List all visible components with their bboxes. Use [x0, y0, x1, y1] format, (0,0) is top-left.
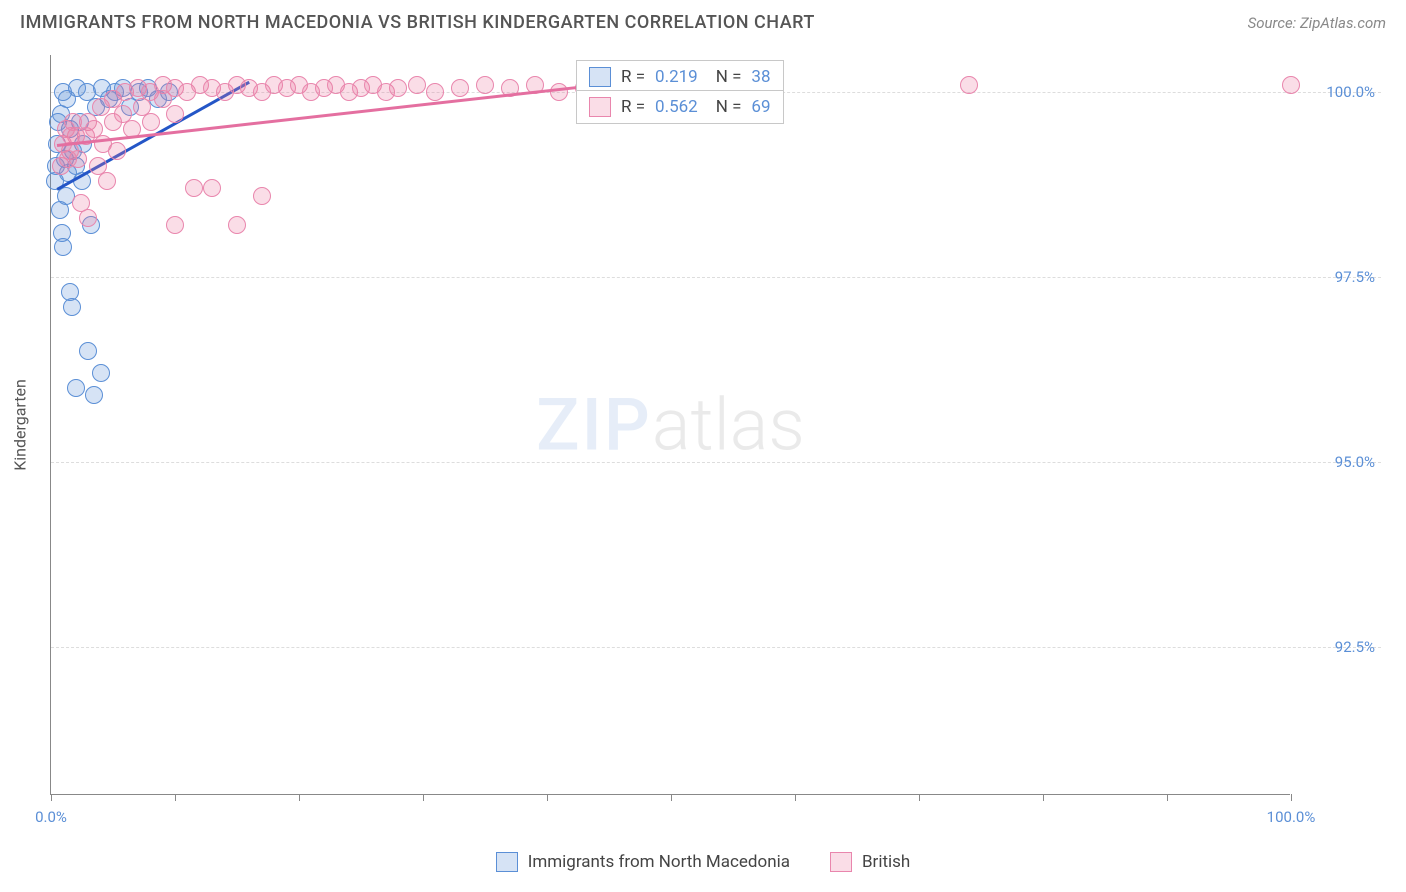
- x-tick-label: 0.0%: [35, 808, 67, 826]
- legend-swatch: [589, 67, 611, 87]
- data-point-british: [154, 90, 172, 108]
- stat-r-value: 0.562: [655, 97, 698, 117]
- source-prefix: Source:: [1248, 14, 1300, 32]
- watermark-atlas: atlas: [652, 382, 805, 467]
- stat-n-value: 69: [751, 97, 770, 117]
- data-point-british: [228, 216, 246, 234]
- data-point-british: [98, 172, 116, 190]
- gridline: [51, 462, 1381, 463]
- y-tick-label: 95.0%: [1335, 453, 1375, 471]
- chart-header: IMMIGRANTS FROM NORTH MACEDONIA VS BRITI…: [0, 0, 1406, 41]
- watermark: ZIPatlas: [536, 382, 805, 467]
- x-tick-label: 100.0%: [1267, 808, 1316, 826]
- data-point-british: [59, 150, 77, 168]
- data-point-british: [253, 187, 271, 205]
- stat-n-label: N =: [716, 97, 742, 117]
- legend-item-macedonia: Immigrants from North Macedonia: [496, 852, 790, 872]
- gridline: [51, 647, 1381, 648]
- y-tick-label: 97.5%: [1335, 268, 1375, 286]
- data-point-british: [960, 76, 978, 94]
- legend-swatch: [496, 852, 518, 872]
- data-point-macedonia: [79, 342, 97, 360]
- x-tick: [795, 794, 796, 801]
- y-tick-label: 100.0%: [1326, 83, 1375, 101]
- x-tick: [51, 794, 52, 801]
- stat-r-value: 0.219: [655, 67, 698, 87]
- chart-title: IMMIGRANTS FROM NORTH MACEDONIA VS BRITI…: [20, 12, 815, 33]
- data-point-macedonia: [85, 386, 103, 404]
- legend-swatch: [589, 97, 611, 117]
- series-legend: Immigrants from North Macedonia British: [0, 852, 1406, 872]
- data-point-british: [408, 76, 426, 94]
- x-tick: [919, 794, 920, 801]
- stat-legend-macedonia: R = 0.219 N = 38: [576, 60, 784, 94]
- data-point-british: [64, 113, 82, 131]
- source-attribution: Source: ZipAtlas.com: [1248, 14, 1386, 32]
- data-point-british: [550, 83, 568, 101]
- watermark-zip: ZIP: [536, 382, 652, 467]
- stat-r-label: R =: [621, 67, 645, 87]
- data-point-british: [1282, 76, 1300, 94]
- source-name: ZipAtlas.com: [1300, 14, 1386, 32]
- data-point-british: [166, 105, 184, 123]
- x-tick: [175, 794, 176, 801]
- chart-area: Kindergarten ZIPatlas 92.5%95.0%97.5%100…: [50, 55, 1380, 795]
- gridline: [51, 277, 1381, 278]
- legend-swatch: [830, 852, 852, 872]
- x-tick: [1291, 794, 1292, 801]
- x-tick: [1167, 794, 1168, 801]
- data-point-british: [108, 142, 126, 160]
- legend-label: Immigrants from North Macedonia: [528, 852, 790, 872]
- data-point-macedonia: [63, 298, 81, 316]
- x-tick: [423, 794, 424, 801]
- data-point-british: [79, 209, 97, 227]
- stat-legend-british: R = 0.562 N = 69: [576, 90, 784, 124]
- data-point-british: [451, 79, 469, 97]
- legend-label: British: [862, 852, 910, 872]
- x-tick: [1043, 794, 1044, 801]
- plot-region: ZIPatlas 92.5%95.0%97.5%100.0%0.0%100.0%…: [50, 55, 1290, 795]
- data-point-british: [142, 113, 160, 131]
- y-tick-label: 92.5%: [1335, 638, 1375, 656]
- data-point-british: [389, 79, 407, 97]
- stat-n-value: 38: [751, 67, 770, 87]
- stat-n-label: N =: [716, 67, 742, 87]
- x-tick: [299, 794, 300, 801]
- legend-item-british: British: [830, 852, 910, 872]
- data-point-macedonia: [53, 224, 71, 242]
- data-point-british: [203, 179, 221, 197]
- x-tick: [671, 794, 672, 801]
- y-axis-label: Kindergarten: [11, 379, 30, 471]
- stat-r-label: R =: [621, 97, 645, 117]
- data-point-british: [166, 216, 184, 234]
- data-point-macedonia: [67, 379, 85, 397]
- data-point-british: [426, 83, 444, 101]
- data-point-british: [476, 76, 494, 94]
- x-tick: [547, 794, 548, 801]
- data-point-macedonia: [92, 364, 110, 382]
- data-point-british: [185, 179, 203, 197]
